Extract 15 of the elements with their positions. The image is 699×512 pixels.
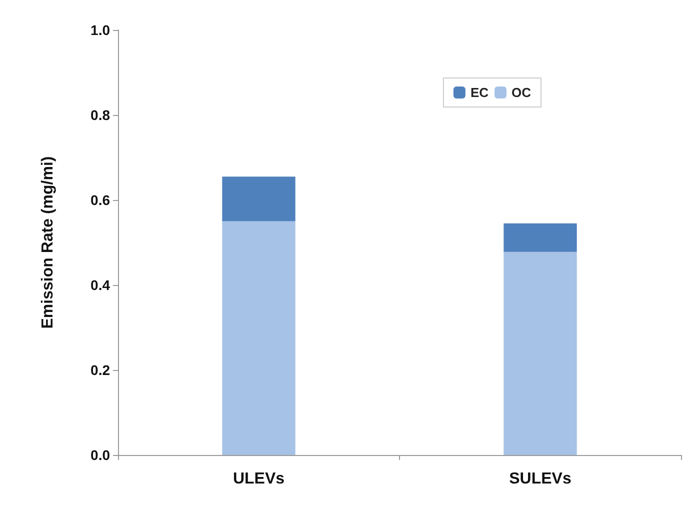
bar [222,221,296,455]
y-tick-label: 0.4 [90,277,110,293]
y-tick-label: 0.0 [90,447,110,463]
bar [504,223,577,252]
legend-label: OC [512,85,532,100]
y-tick-label: 0.2 [90,362,110,378]
y-axis-title: Emission Rate (mg/mi) [40,156,56,329]
x-tick-label: ULEVs [232,470,285,488]
y-tick-label: 0.6 [90,192,110,208]
y-tick-label: 1.0 [90,22,110,38]
bar [222,176,296,222]
x-tick-label: SULEVs [509,470,572,488]
bar [504,252,577,455]
legend-label: EC [470,85,490,100]
y-tick-label: 0.8 [90,107,110,123]
